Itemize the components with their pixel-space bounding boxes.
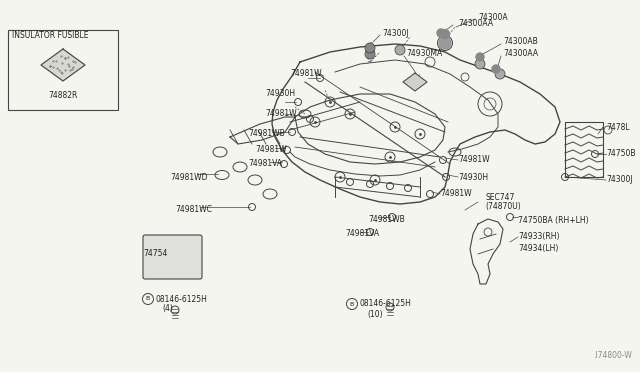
Text: 08146-6125H: 08146-6125H (360, 299, 412, 308)
Circle shape (366, 50, 374, 58)
Circle shape (496, 70, 504, 78)
Text: 74933(RH): 74933(RH) (518, 232, 559, 241)
Text: 74300A: 74300A (478, 13, 508, 22)
Polygon shape (41, 49, 85, 81)
Text: (10): (10) (367, 310, 383, 318)
Text: 74981WB: 74981WB (248, 129, 285, 138)
Text: 74930H: 74930H (265, 90, 295, 99)
Text: (4): (4) (162, 305, 173, 314)
Text: 74981WB: 74981WB (368, 215, 404, 224)
Text: 74981W: 74981W (458, 155, 490, 164)
Circle shape (492, 65, 500, 73)
Text: 74300AB: 74300AB (503, 38, 538, 46)
Text: (74870U): (74870U) (485, 202, 521, 212)
Circle shape (366, 44, 374, 52)
Text: 74930MA: 74930MA (406, 49, 442, 58)
Text: 74981VA: 74981VA (248, 160, 282, 169)
Bar (8, 30, 118, 110)
Text: 74300J: 74300J (382, 29, 408, 38)
Text: SEC747: SEC747 (485, 192, 515, 202)
Text: INSULATOR FUSIBLE: INSULATOR FUSIBLE (12, 32, 88, 41)
Text: B: B (146, 296, 150, 301)
Text: 74934(LH): 74934(LH) (518, 244, 558, 253)
Circle shape (439, 37, 451, 49)
Text: 74981W: 74981W (290, 70, 322, 78)
Text: B: B (350, 301, 354, 307)
Text: 7478L: 7478L (606, 122, 630, 131)
Text: 74300J: 74300J (606, 176, 632, 185)
Text: 74981W: 74981W (265, 109, 296, 119)
Circle shape (440, 29, 449, 38)
Text: .I74800-W: .I74800-W (593, 351, 632, 360)
Text: 74754: 74754 (143, 250, 168, 259)
Circle shape (437, 29, 445, 37)
Circle shape (476, 60, 484, 68)
FancyBboxPatch shape (143, 235, 202, 279)
Text: 08146-6125H: 08146-6125H (155, 295, 207, 304)
Polygon shape (403, 73, 427, 91)
Text: 74981WD: 74981WD (170, 173, 207, 182)
Text: 74981VA: 74981VA (345, 230, 379, 238)
Text: 74930H: 74930H (458, 173, 488, 182)
Text: 74981W: 74981W (255, 145, 287, 154)
Text: 74300AA: 74300AA (503, 49, 538, 58)
Circle shape (396, 46, 404, 54)
Text: 74750B: 74750B (606, 150, 636, 158)
Circle shape (476, 53, 484, 61)
Text: 74750BA (RH+LH): 74750BA (RH+LH) (518, 215, 589, 224)
Text: 74300AA: 74300AA (458, 19, 493, 28)
Text: 74981WC: 74981WC (175, 205, 212, 215)
Text: 74981W: 74981W (440, 189, 472, 199)
Text: 74882R: 74882R (48, 90, 77, 99)
